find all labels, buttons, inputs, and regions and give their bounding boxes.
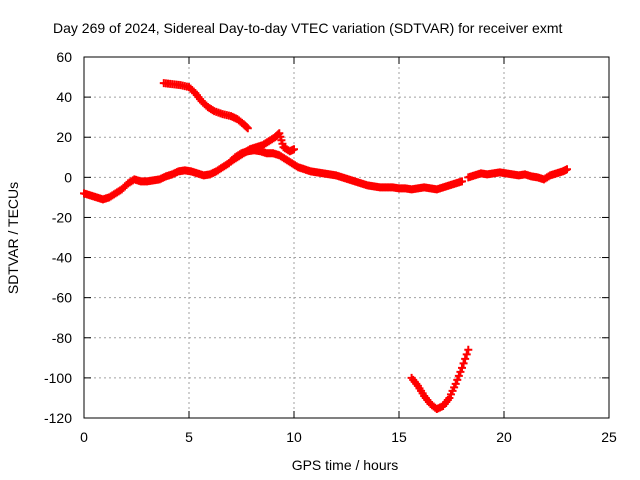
data-point <box>464 345 473 354</box>
plot-frame <box>83 56 610 419</box>
y-tick-label: 60 <box>56 49 72 65</box>
data-point <box>242 123 251 132</box>
data-markers <box>80 79 571 413</box>
y-tick-label: -60 <box>52 290 72 306</box>
data-point <box>458 177 466 186</box>
data-point <box>459 359 468 368</box>
data-point <box>454 371 463 380</box>
axis-ticks: 0 5 10 15 20 25 -120 -100 -80 -60 -40 -20 0 20 40 60 <box>44 49 617 445</box>
y-tick-label: -20 <box>52 209 72 225</box>
grid <box>84 57 609 418</box>
data-point <box>456 367 465 376</box>
x-tick-label: 0 <box>80 429 88 445</box>
x-tick-label: 25 <box>601 429 617 445</box>
x-tick-label: 15 <box>391 429 407 445</box>
x-tick-label: 20 <box>496 429 512 445</box>
data-point <box>451 379 460 388</box>
data-point <box>243 124 252 133</box>
series-upper-branch <box>227 129 298 166</box>
data-point <box>563 165 571 174</box>
series-late-segment <box>464 165 571 184</box>
chart-title: Day 269 of 2024, Sidereal Day-to-day VTE… <box>53 20 562 36</box>
series-high-arc <box>159 79 252 133</box>
y-axis-label: SDTVAR / TECUs <box>5 182 21 294</box>
data-point <box>290 145 298 154</box>
y-tick-label: -100 <box>44 370 72 386</box>
x-tick-label: 10 <box>286 429 302 445</box>
series-main-band <box>80 146 466 204</box>
x-tick-label: 5 <box>185 429 193 445</box>
y-tick-label: -80 <box>52 330 72 346</box>
y-tick-label: 0 <box>64 169 72 185</box>
data-point <box>458 363 466 372</box>
data-point <box>461 354 470 363</box>
data-point <box>453 375 462 384</box>
data-point <box>462 350 471 359</box>
x-axis-label: GPS time / hours <box>292 457 399 473</box>
series-low-dip <box>407 345 473 413</box>
y-tick-label: -40 <box>52 250 72 266</box>
y-tick-label: 40 <box>56 89 72 105</box>
y-tick-label: 20 <box>56 129 72 145</box>
y-tick-label: -120 <box>44 410 72 426</box>
